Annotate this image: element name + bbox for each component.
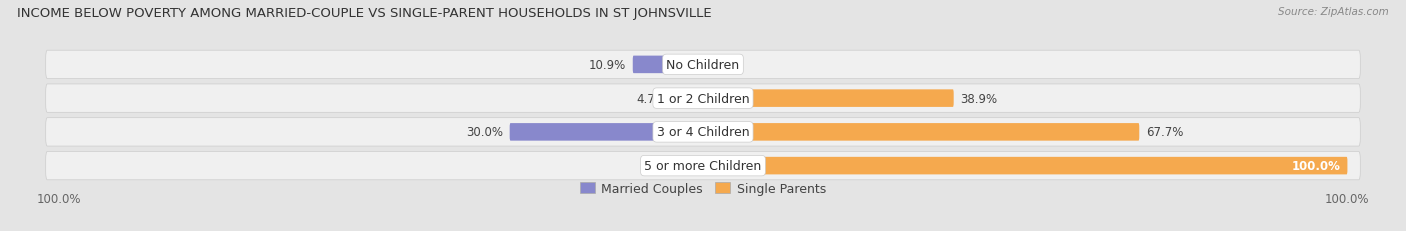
Text: 100.0%: 100.0% [1292,159,1341,172]
FancyBboxPatch shape [45,51,1361,79]
FancyBboxPatch shape [509,124,703,141]
Text: 67.7%: 67.7% [1146,126,1182,139]
Text: Source: ZipAtlas.com: Source: ZipAtlas.com [1278,7,1389,17]
FancyBboxPatch shape [45,152,1361,180]
FancyBboxPatch shape [45,118,1361,146]
FancyBboxPatch shape [703,157,1347,175]
Text: 3 or 4 Children: 3 or 4 Children [657,126,749,139]
FancyBboxPatch shape [703,124,1139,141]
Text: No Children: No Children [666,59,740,72]
FancyBboxPatch shape [672,90,703,107]
Text: 30.0%: 30.0% [467,126,503,139]
Text: 5 or more Children: 5 or more Children [644,159,762,172]
Text: 10.9%: 10.9% [589,59,626,72]
FancyBboxPatch shape [45,85,1361,113]
FancyBboxPatch shape [703,90,953,107]
Text: 0.0%: 0.0% [666,159,696,172]
Text: 38.9%: 38.9% [960,92,997,105]
Legend: Married Couples, Single Parents: Married Couples, Single Parents [581,182,825,195]
Text: 1 or 2 Children: 1 or 2 Children [657,92,749,105]
Text: 4.7%: 4.7% [637,92,666,105]
FancyBboxPatch shape [633,56,703,74]
Text: INCOME BELOW POVERTY AMONG MARRIED-COUPLE VS SINGLE-PARENT HOUSEHOLDS IN ST JOHN: INCOME BELOW POVERTY AMONG MARRIED-COUPL… [17,7,711,20]
Text: 0.0%: 0.0% [710,59,740,72]
